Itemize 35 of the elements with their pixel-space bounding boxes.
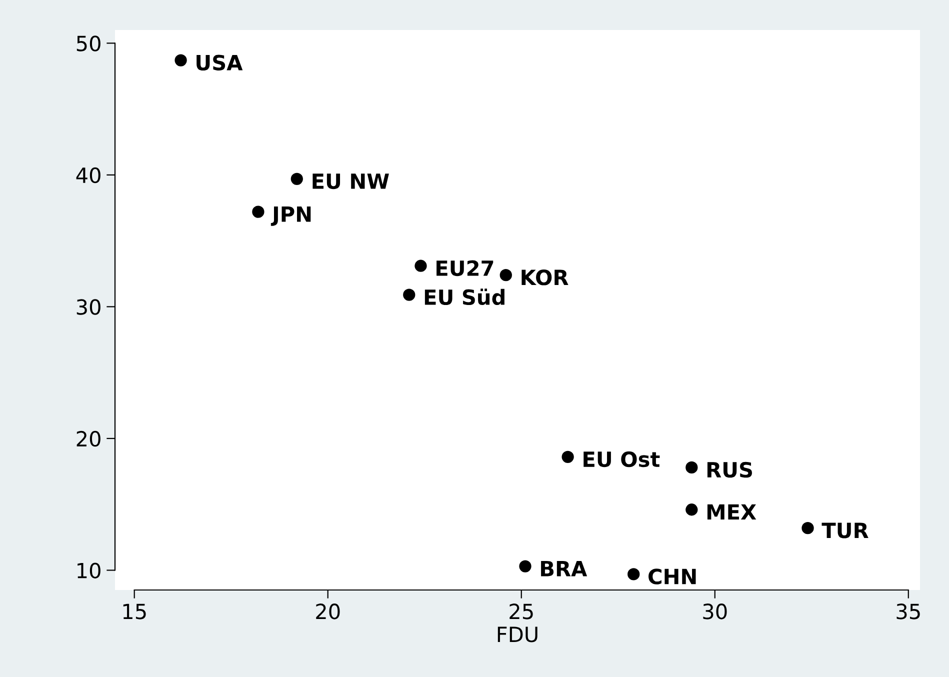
point [802,522,814,534]
x-tick-label: 35 [896,604,920,620]
annotation: CHN [648,568,696,584]
point [290,172,303,185]
annotation: EU NW [312,174,389,190]
annotation: JPN [270,206,311,226]
point [519,560,532,572]
annotation: USA [196,54,243,71]
point [562,450,574,463]
annotation: TUR [822,522,868,538]
y-tick-label: 10 [78,562,100,578]
y-tick-label: 30 [76,299,100,315]
point [403,288,416,301]
annotation: RUS [707,462,752,478]
annotation: BRA [541,561,588,576]
point [252,206,264,218]
x-tick-label: 15 [123,604,146,620]
point [174,54,187,66]
y-tick-label: 40 [76,167,100,184]
annotation: EU Süd [424,288,504,306]
annotation: EU Ost [584,451,660,468]
y-tick-label: 20 [76,430,100,447]
x-tick-label: 25 [510,604,533,620]
point [628,568,640,580]
x-tick-label: 20 [316,604,340,620]
y-tick-label: 50 [76,36,100,52]
point [686,461,698,474]
point [500,269,512,282]
annotation: MEX [707,504,756,520]
annotation: EU27 [436,260,494,276]
annotation: KOR [522,270,568,286]
x-axis-title: FDU [498,626,538,642]
point [414,260,427,272]
x-tick-label: 30 [703,604,727,620]
point [686,504,698,516]
